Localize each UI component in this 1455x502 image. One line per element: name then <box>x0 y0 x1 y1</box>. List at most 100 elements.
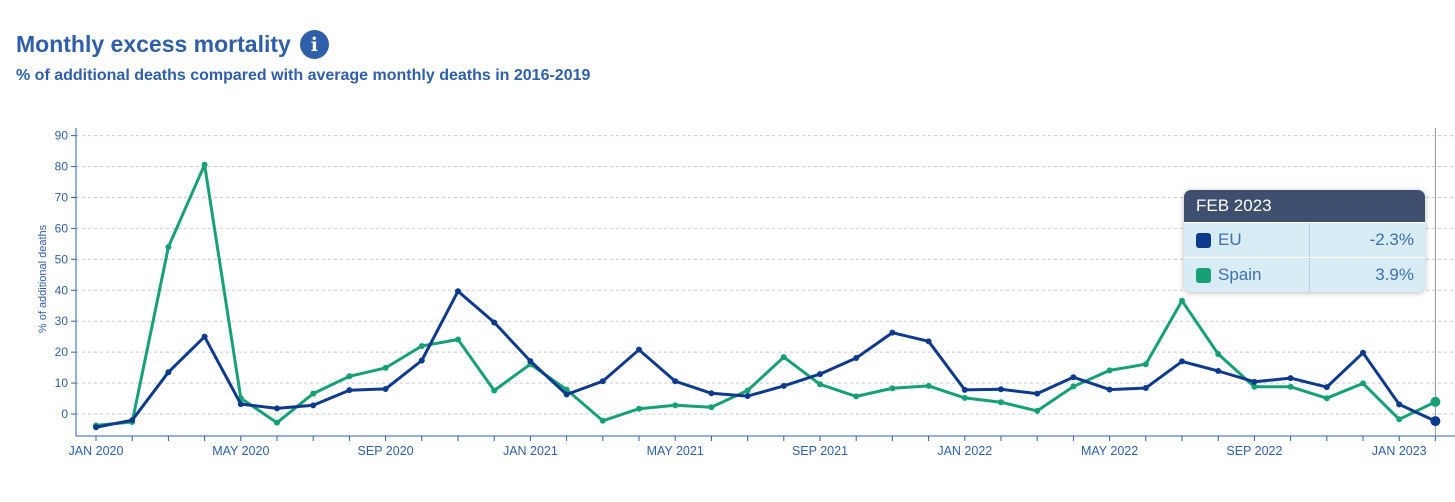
chart-tooltip: FEB 2023 EU -2.3% Spain 3.9% <box>1184 190 1425 292</box>
x-tick-label: JAN 2022 <box>937 444 992 458</box>
data-point-spain <box>1106 367 1113 374</box>
y-tick-label: 90 <box>55 129 69 143</box>
data-point-spain <box>998 399 1004 406</box>
x-tick-label: JAN 2020 <box>69 444 124 458</box>
data-point-eu <box>889 329 896 336</box>
data-point-spain <box>780 354 787 361</box>
data-point-eu <box>1179 358 1185 365</box>
data-point-spain <box>636 405 642 412</box>
data-point-eu <box>1396 401 1403 408</box>
data-point-spain <box>925 382 932 389</box>
data-point-eu <box>382 385 389 392</box>
data-point-eu <box>1323 384 1330 391</box>
data-point-spain <box>599 417 606 424</box>
spain-swatch <box>1196 267 1211 283</box>
data-point-eu <box>1251 378 1258 385</box>
data-point-eu <box>1034 390 1041 397</box>
y-tick-label: 50 <box>55 252 69 266</box>
x-tick-label: SEP 2021 <box>792 444 848 458</box>
data-point-eu <box>418 357 425 364</box>
data-point-eu <box>563 391 570 398</box>
data-point-spain <box>201 161 208 168</box>
data-point-spain <box>1070 383 1077 390</box>
chart-subtitle: % of additional deaths compared with ave… <box>16 67 591 84</box>
data-point-eu <box>817 371 823 378</box>
data-point-spain <box>1251 383 1258 390</box>
data-point-eu <box>93 424 99 431</box>
data-point-eu <box>672 378 679 385</box>
chart-title: Monthly excess mortality <box>16 31 291 57</box>
tooltip-series-value: -2.3% <box>1369 230 1414 249</box>
data-point-spain <box>1430 396 1441 407</box>
data-point-spain <box>708 404 715 411</box>
series-line-eu <box>95 289 1437 429</box>
x-tick-label: SEP 2020 <box>358 444 414 458</box>
x-tick-label: JAN 2023 <box>1372 444 1427 458</box>
data-point-spain <box>1323 395 1330 402</box>
data-point-eu <box>165 369 172 376</box>
y-tick-label: 0 <box>61 407 68 421</box>
data-point-eu <box>1142 385 1149 392</box>
x-tick-label: MAY 2020 <box>212 444 269 458</box>
y-tick-label: 40 <box>55 283 69 297</box>
data-point-eu <box>925 338 932 345</box>
data-point-spain <box>1034 407 1041 414</box>
data-point-eu <box>1070 374 1077 381</box>
data-point-spain <box>961 394 968 401</box>
data-point-eu <box>853 355 860 362</box>
data-point-eu <box>129 417 136 424</box>
data-point-spain <box>1287 383 1294 390</box>
data-point-eu <box>744 393 751 400</box>
data-point-eu <box>1106 386 1113 393</box>
data-point-spain <box>346 373 353 380</box>
tooltip-row-spain: Spain 3.9% <box>1184 257 1425 292</box>
y-tick-label: 20 <box>55 345 69 359</box>
data-point-eu <box>599 378 606 385</box>
data-point-spain <box>817 381 823 388</box>
info-icon[interactable]: i <box>299 30 329 59</box>
data-point-eu <box>998 386 1004 393</box>
data-point-spain <box>491 387 498 394</box>
series-line-spain <box>95 163 1437 427</box>
x-tick-label: JAN 2021 <box>503 444 558 458</box>
y-axis-label: % of additional deaths <box>37 224 49 333</box>
y-tick-label: 30 <box>55 314 69 328</box>
data-point-spain <box>165 243 172 250</box>
data-point-eu <box>491 319 498 326</box>
data-point-spain <box>382 364 389 371</box>
data-point-spain <box>889 385 896 392</box>
y-tick-label: 80 <box>55 160 69 174</box>
data-point-spain <box>1215 350 1222 357</box>
data-point-spain <box>563 386 570 393</box>
data-point-spain <box>1396 416 1403 423</box>
data-point-eu <box>237 401 244 408</box>
data-point-eu <box>1287 375 1294 382</box>
data-point-eu <box>527 358 534 365</box>
data-point-eu <box>346 387 353 394</box>
data-point-eu <box>455 288 461 295</box>
eu-swatch <box>1196 232 1211 248</box>
data-point-spain <box>1179 297 1185 304</box>
data-point-eu <box>780 382 787 389</box>
tooltip-row-eu: EU -2.3% <box>1184 222 1425 257</box>
x-tick-label: MAY 2022 <box>1081 444 1138 458</box>
tooltip-series-name: Spain <box>1218 265 1262 284</box>
data-point-eu <box>274 405 280 412</box>
data-point-eu <box>201 333 208 340</box>
data-point-spain <box>1142 361 1149 368</box>
tooltip-series-value: 3.9% <box>1375 265 1414 284</box>
data-point-eu <box>1215 368 1222 375</box>
data-point-spain <box>418 342 425 349</box>
x-tick-label: SEP 2022 <box>1226 444 1282 458</box>
data-point-spain <box>853 393 860 400</box>
y-tick-label: 70 <box>55 190 69 204</box>
y-tick-label: 10 <box>55 376 69 390</box>
data-point-spain <box>1360 380 1366 387</box>
data-point-spain <box>672 402 679 409</box>
data-point-spain <box>310 390 317 397</box>
data-point-eu <box>636 346 642 353</box>
data-point-spain <box>274 419 280 426</box>
data-point-eu <box>1360 349 1366 356</box>
data-point-eu <box>1430 416 1441 427</box>
data-point-spain <box>744 387 751 394</box>
